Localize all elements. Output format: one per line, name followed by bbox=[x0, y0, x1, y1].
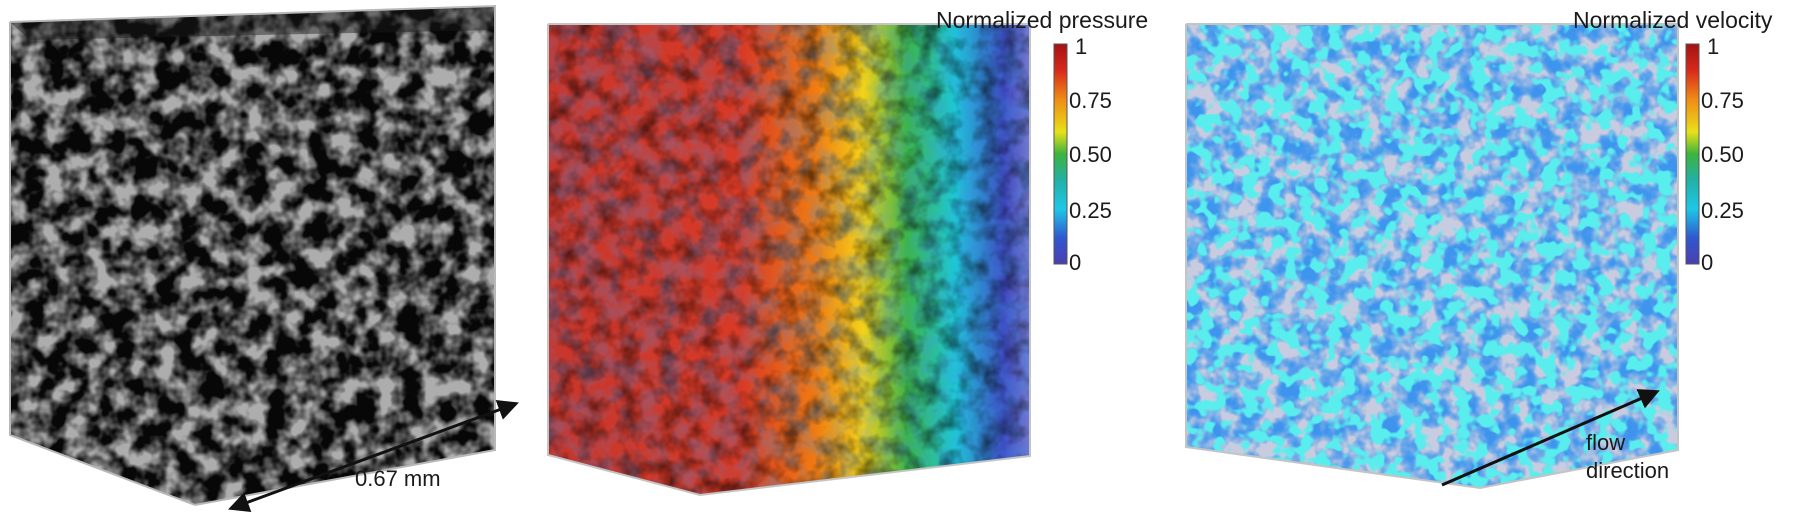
pressure-tick-025: 0.25 bbox=[1069, 198, 1112, 223]
velocity-tick-1: 1 bbox=[1707, 34, 1719, 59]
velocity-tick-0: 0 bbox=[1701, 250, 1713, 275]
pressure-tick-0: 0 bbox=[1069, 250, 1081, 275]
flow-direction-arrow: flow direction bbox=[1441, 389, 1669, 487]
velocity-tick-050: 0.50 bbox=[1701, 142, 1744, 167]
flow-label-line2: direction bbox=[1586, 458, 1669, 483]
scale-label: 0.67 mm bbox=[355, 466, 441, 491]
pressure-tick-050: 0.50 bbox=[1069, 142, 1112, 167]
velocity-colorbar-scale bbox=[1685, 43, 1700, 265]
velocity-colorbar-title: Normalized velocity bbox=[1573, 7, 1773, 33]
pressure-colorbar-scale bbox=[1053, 43, 1068, 265]
pressure-field-cube bbox=[547, 23, 1031, 497]
velocity-tick-075: 0.75 bbox=[1701, 88, 1744, 113]
scale-bar: 0.67 mm bbox=[228, 399, 519, 513]
flow-label-line1: flow bbox=[1586, 430, 1625, 455]
pressure-tick-1: 1 bbox=[1075, 34, 1087, 59]
velocity-colorbar: Normalized velocity 1 0.75 0.50 0.25 0 bbox=[1573, 7, 1773, 275]
pressure-tick-075: 0.75 bbox=[1069, 88, 1112, 113]
pressure-colorbar-title: Normalized pressure bbox=[936, 7, 1148, 33]
pressure-colorbar: Normalized pressure 1 0.75 0.50 0.25 0 bbox=[936, 7, 1148, 275]
velocity-field-cube bbox=[1185, 23, 1679, 490]
velocity-tick-025: 0.25 bbox=[1701, 198, 1744, 223]
pore-structure-cube bbox=[9, 4, 496, 507]
